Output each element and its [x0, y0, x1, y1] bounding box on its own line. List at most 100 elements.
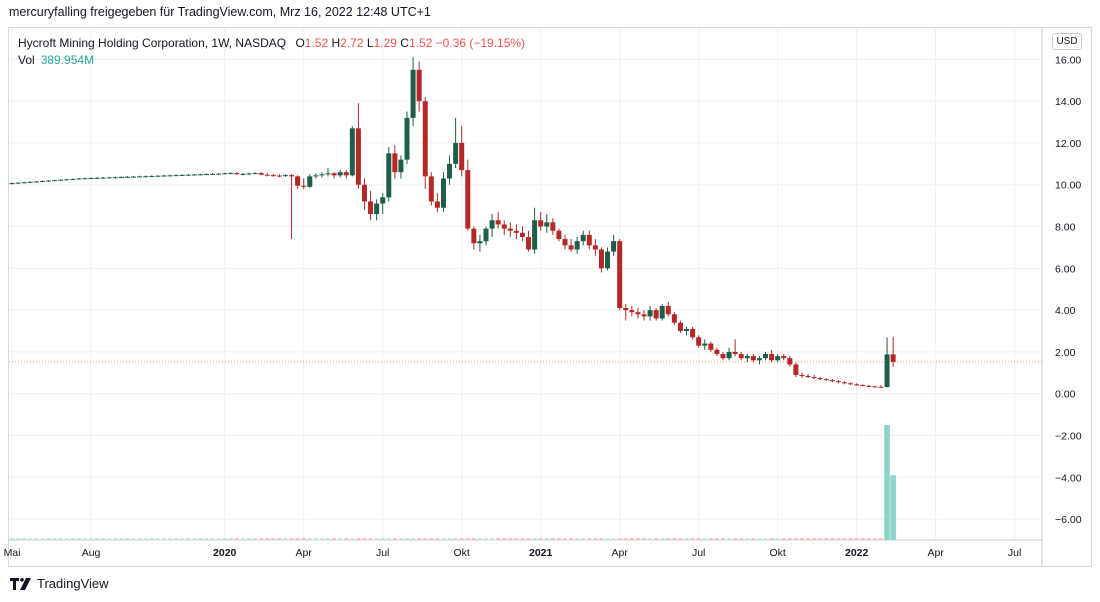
candle-body: [416, 69, 422, 102]
currency-button[interactable]: USD: [1052, 33, 1082, 50]
volume-bar: [733, 538, 738, 540]
candle-body: [823, 379, 829, 381]
volume-bar: [161, 538, 166, 540]
volume-bar: [46, 538, 51, 540]
volume-bar: [793, 538, 798, 540]
volume-bar: [757, 538, 762, 540]
candle-body: [696, 337, 702, 346]
volume-bar: [174, 538, 179, 540]
volume-bar: [696, 538, 701, 540]
candle-body: [453, 142, 459, 164]
volume-bar: [362, 538, 367, 540]
volume-bar: [119, 538, 124, 540]
x-tick-label: Apr: [612, 547, 629, 559]
candle-body: [82, 178, 88, 180]
volume-bar: [690, 538, 695, 540]
candle-body: [592, 245, 598, 250]
volume-bar: [356, 538, 361, 540]
volume-bar: [611, 538, 616, 540]
candle-body: [848, 383, 854, 385]
x-tick-label: Apr: [296, 547, 313, 559]
volume-bar: [471, 538, 476, 540]
volume-bar: [569, 538, 574, 540]
volume-bar: [16, 538, 21, 540]
volume-bar: [830, 538, 835, 540]
candle-body: [665, 305, 671, 315]
volume-bar: [526, 538, 531, 540]
volume-bar: [368, 538, 373, 540]
candle-body: [775, 356, 781, 361]
candle-body: [532, 220, 538, 250]
volume-bar: [587, 538, 592, 540]
candle-body: [817, 378, 823, 380]
volume-bar: [818, 538, 823, 540]
tradingview-brand[interactable]: TradingView: [10, 576, 109, 591]
volume-bar: [101, 538, 106, 540]
candle-body: [866, 385, 872, 387]
volume-bar: [727, 538, 732, 540]
candle-body: [295, 176, 301, 186]
volume-bar: [787, 538, 792, 540]
candle-body: [392, 153, 398, 173]
candle-body: [714, 349, 720, 355]
volume-bar: [775, 538, 780, 540]
volume-bar: [350, 538, 355, 540]
volume-bar: [629, 538, 634, 540]
volume-bar: [210, 538, 215, 540]
volume-bar: [222, 538, 227, 540]
candle-body: [155, 175, 161, 177]
candle-body: [240, 173, 246, 175]
volume-bar: [720, 538, 725, 540]
volume-bar: [842, 538, 847, 540]
candle-body: [76, 178, 82, 180]
candle-body: [617, 241, 623, 309]
candle-body: [526, 236, 532, 250]
candle-body: [39, 180, 45, 182]
volume-bar: [234, 538, 239, 540]
x-tick-label: 2022: [845, 547, 869, 559]
candle-body: [763, 354, 769, 359]
candle-body: [726, 351, 732, 359]
volume-bar: [641, 538, 646, 540]
candle-body: [781, 356, 787, 359]
candle-body: [738, 354, 744, 359]
candle-body: [197, 174, 203, 176]
x-tick-label: Jul: [1008, 547, 1021, 559]
volume-bar: [890, 475, 896, 540]
candle-body: [337, 172, 343, 176]
candle-body: [137, 176, 143, 178]
candle-body: [112, 177, 118, 179]
candle-body: [422, 101, 428, 177]
candle-body: [203, 174, 209, 176]
candle-body: [361, 184, 367, 202]
volume-bar: [89, 538, 94, 540]
volume-bar: [277, 538, 282, 540]
volume-bar: [502, 538, 507, 540]
volume-bar: [216, 538, 221, 540]
volume-bar: [228, 538, 233, 540]
candle-body: [52, 180, 58, 182]
volume-bar: [872, 538, 877, 540]
volume-bar: [708, 538, 713, 540]
volume-bar: [247, 538, 252, 540]
volume-bar: [429, 538, 434, 540]
candle-body: [289, 175, 295, 177]
candle-body: [276, 175, 282, 177]
candle-body: [173, 175, 179, 177]
candle-body: [106, 177, 112, 179]
candle-body: [301, 185, 307, 187]
candle-body: [690, 328, 696, 338]
volume-bar: [666, 538, 671, 540]
candle-body: [179, 174, 185, 176]
x-tick-label: Aug: [82, 547, 101, 559]
volume-bar: [338, 538, 343, 540]
y-tick-label: 4.00: [1055, 305, 1076, 317]
candle-body: [386, 153, 392, 198]
candle-body: [307, 176, 313, 187]
candle-body: [410, 69, 416, 118]
candle-body: [890, 354, 896, 362]
candle-body: [58, 179, 64, 181]
volume-bar: [599, 538, 604, 540]
high-value: 2.72: [340, 36, 364, 50]
